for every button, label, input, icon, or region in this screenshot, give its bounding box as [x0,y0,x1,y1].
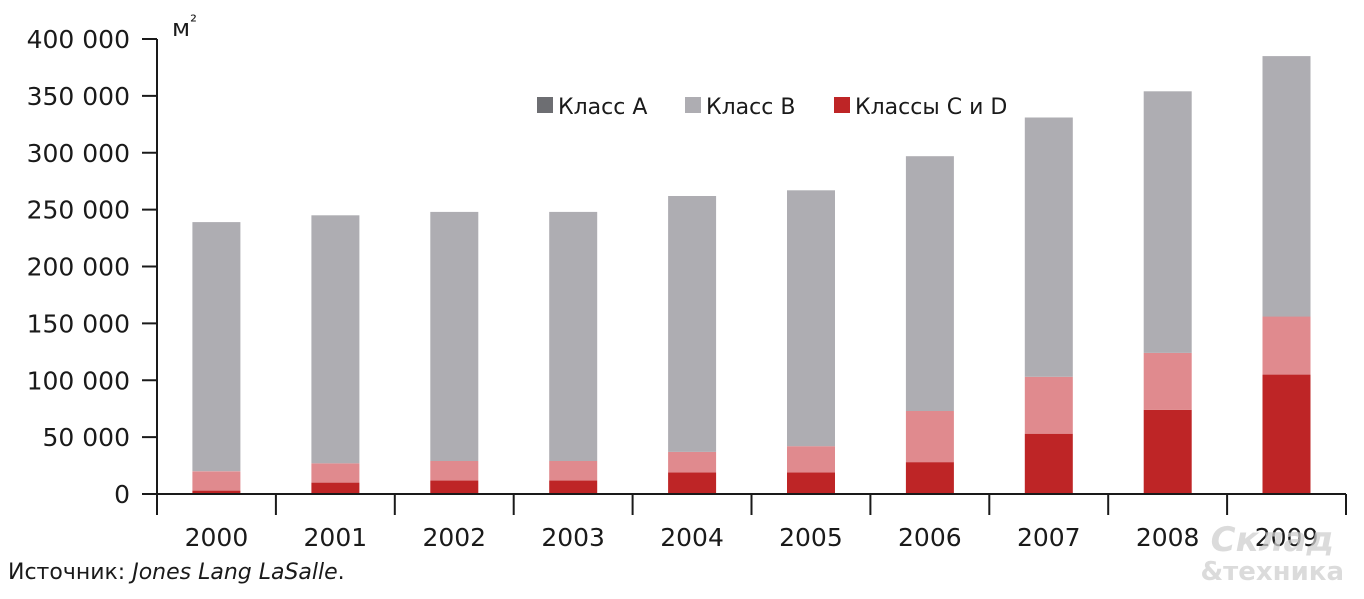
bar-2007-segment-3 [1024,117,1073,377]
bar-2002-segment-2 [430,461,479,481]
y-tick-label: 50 000 [43,423,130,452]
legend-swatch [537,97,553,113]
chart: 0 50 000 100 000 150 000 200 000 250 000 300 0… [27,12,1347,552]
source-end: . [337,560,345,585]
x-tick-label: 2005 [779,523,843,552]
y-tick-label: 0 [114,480,130,509]
bars-group [192,56,1311,494]
bar-2005-segment-3 [787,190,835,447]
legend-swatch [685,97,701,113]
x-tick-label: 2006 [898,523,962,552]
bar-2000-segment-1 [192,490,241,494]
y-tick-label: 200 000 [27,253,130,282]
y-tick-label: 300 000 [27,139,130,168]
bar-2003-segment-2 [549,461,598,481]
bar-2004-segment-2 [668,451,717,473]
legend-label: Класс В [706,95,795,120]
legend-swatch [834,97,850,113]
bar-2004-segment-3 [668,196,717,452]
bar-2009-segment-3 [1262,56,1311,317]
legend-item: Классы С и D [834,95,1007,120]
bar-2000-segment-2 [192,471,241,491]
source-note: Источник: Jones Lang LaSalle. [8,560,345,585]
x-tick-label: 2001 [304,523,368,552]
legend: Класс А Класс В Классы С и D [537,95,1007,120]
bar-2003-segment-3 [549,211,598,461]
legend-label: Классы С и D [855,95,1007,120]
bar-2006-segment-3 [905,156,954,411]
y-tick-label: 100 000 [27,366,130,395]
x-tick-label: 2008 [1136,523,1200,552]
x-tick-label: 2003 [541,523,605,552]
bar-2002-segment-1 [430,480,479,494]
bar-2006-segment-2 [905,411,954,463]
bar-2000-segment-3 [192,222,241,472]
bar-2003-segment-1 [549,480,598,494]
y-tick-label: 150 000 [27,309,130,338]
bar-2006-segment-1 [905,462,954,494]
bar-2001-segment-3 [311,215,360,464]
bar-2005-segment-2 [787,446,835,473]
bar-2001-segment-2 [311,463,360,483]
bar-2009-segment-2 [1262,316,1311,375]
x-tick-label: 2009 [1255,523,1319,552]
bar-2008-segment-1 [1143,409,1192,494]
axes-group: 0 50 000 100 000 150 000 200 000 250 000 300 0… [27,25,1347,552]
y-unit-label: м² [172,12,197,42]
bar-2004-segment-1 [668,472,717,494]
bar-2005-segment-1 [787,472,835,494]
legend-item: Класс В [685,95,795,120]
source-label: Источник: [8,560,133,585]
legend-label: Класс А [558,95,647,120]
source-name: Jones Lang LaSalle [132,560,338,585]
x-tick-label: 2002 [422,523,486,552]
bar-2002-segment-3 [430,211,479,461]
bar-2007-segment-2 [1024,376,1073,434]
y-tick-label: 250 000 [27,196,130,225]
watermark-line-2: &техника [1200,557,1344,587]
x-tick-label: 2004 [660,523,724,552]
y-tick-label: 350 000 [27,82,130,111]
bar-2009-segment-1 [1262,374,1311,494]
x-tick-label: 2007 [1017,523,1081,552]
y-tick-label: 400 000 [27,25,130,54]
bar-2001-segment-1 [311,482,360,494]
bar-2007-segment-1 [1024,433,1073,494]
bar-2008-segment-3 [1143,91,1192,353]
bar-2008-segment-2 [1143,352,1192,410]
x-tick-label: 2000 [185,523,249,552]
legend-item: Класс А [537,95,647,120]
